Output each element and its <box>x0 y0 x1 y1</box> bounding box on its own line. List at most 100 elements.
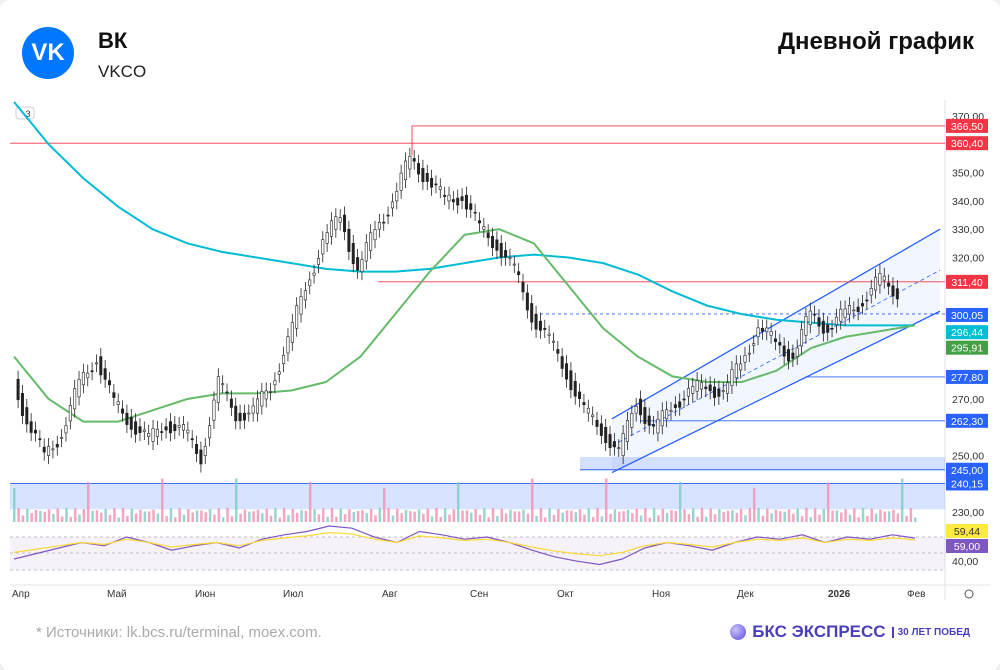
brand-logo: БКС ЭКСПРЕСС 30 ЛЕТ ПОБЕД <box>730 622 970 642</box>
candle-body <box>504 250 508 258</box>
candle-body <box>142 429 146 432</box>
price-label-text: 296,44 <box>951 327 983 339</box>
volume-bar <box>752 487 756 522</box>
candle-body <box>168 421 172 434</box>
candle-body <box>721 390 725 392</box>
volume-bar <box>361 510 364 522</box>
volume-bar <box>143 511 147 522</box>
candle-body <box>565 363 569 380</box>
volume-bar <box>348 509 351 522</box>
volume-bar <box>517 511 521 522</box>
price-chart[interactable]: 3 370,00350,00340,00330,00320,00270,00250… <box>0 0 1000 610</box>
candle-body <box>147 433 151 437</box>
volume-bar <box>191 512 194 522</box>
rsi-line <box>13 525 916 566</box>
candle-body <box>425 173 429 182</box>
candle-body <box>591 414 595 417</box>
candle-body <box>255 398 259 414</box>
volume-bar <box>165 516 168 522</box>
volume-bar <box>304 510 308 522</box>
x-tick-label: Фев <box>907 589 925 600</box>
candle-body <box>181 424 185 431</box>
volume-bar <box>483 508 486 522</box>
candle-body <box>456 197 460 206</box>
volume-bar <box>770 513 773 522</box>
volume-bar <box>30 513 33 522</box>
candle-body <box>630 413 634 428</box>
candle-body <box>621 433 625 456</box>
candle-body <box>125 412 129 425</box>
volume-bar <box>100 512 103 522</box>
volume-bar <box>696 516 699 522</box>
ma-long-line <box>13 101 915 327</box>
candle-body <box>460 196 464 201</box>
volume-bar <box>661 508 665 522</box>
volume-bar <box>548 508 551 522</box>
candle-body <box>612 441 616 448</box>
candle-body <box>129 417 133 430</box>
y-tick-label: 270,00 <box>952 394 984 406</box>
candle-body <box>530 303 534 323</box>
volume-bar <box>413 511 416 522</box>
volume-bar <box>313 509 316 522</box>
volume-bar <box>678 481 682 522</box>
volume-bar <box>47 509 51 522</box>
volume-bar <box>187 509 190 522</box>
x-tick-label: Июн <box>195 589 215 600</box>
candle-body <box>438 186 442 190</box>
volume-bar <box>69 516 73 522</box>
candle-body <box>382 221 386 224</box>
volume-bar <box>39 511 42 522</box>
candle-body <box>443 194 447 197</box>
volume-bar <box>687 514 691 522</box>
volume-bar <box>60 516 64 522</box>
volume-bar <box>840 512 843 522</box>
volume-bar <box>552 514 556 522</box>
candle-body <box>238 412 242 422</box>
volume-bar <box>844 509 847 522</box>
candle-body <box>20 393 24 416</box>
volume-bar <box>600 516 604 522</box>
candle-body <box>743 355 747 363</box>
volume-bar <box>208 509 212 522</box>
support-zone <box>10 483 945 510</box>
candle-body <box>251 405 255 414</box>
candle-body <box>538 320 542 331</box>
candle-body <box>273 380 277 386</box>
candle-body <box>247 412 251 415</box>
candle-body <box>517 271 521 275</box>
volume-bar <box>657 515 660 522</box>
candle-body <box>778 342 782 346</box>
volume-bar <box>204 512 208 522</box>
volume-bar <box>544 517 547 522</box>
volume-bar <box>426 508 430 522</box>
volume-bar <box>287 515 290 522</box>
volume-bar <box>182 514 186 522</box>
candle-body <box>682 398 686 401</box>
candle-body <box>347 228 351 252</box>
x-tick-label: 2026 <box>828 589 851 600</box>
price-label <box>946 369 988 384</box>
volume-bar <box>43 511 46 522</box>
price-label-text: 262,30 <box>951 416 983 428</box>
candle-body <box>652 424 656 427</box>
rsi-ma-line <box>13 531 916 557</box>
price-label-text: 245,00 <box>951 465 983 477</box>
volume-bar <box>735 512 739 522</box>
candle-body <box>534 313 538 330</box>
candle-body <box>64 425 68 434</box>
candle-body <box>551 340 555 343</box>
candle-body <box>134 421 138 435</box>
candle-body <box>660 410 664 427</box>
candle-body <box>508 256 512 259</box>
candle-body <box>639 398 643 416</box>
candle-body <box>173 424 177 432</box>
volume-bar <box>783 511 786 522</box>
candle-body <box>887 282 891 287</box>
y-tick-label: 230,00 <box>952 507 984 519</box>
x-tick-label: Авг <box>382 589 398 600</box>
channel-top <box>611 228 941 420</box>
volume-bar <box>896 513 900 522</box>
candle-body <box>582 402 586 406</box>
candle-body <box>895 288 899 300</box>
